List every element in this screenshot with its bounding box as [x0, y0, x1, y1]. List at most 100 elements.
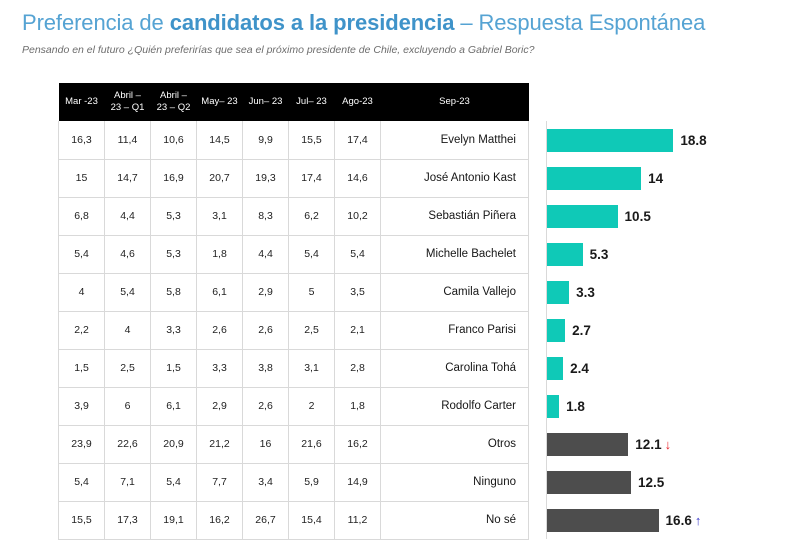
bar	[547, 166, 642, 190]
table-cell-value: 5,4	[288, 235, 335, 274]
table-body: 16,3 11,4 10,6 14,5 9,9 15,5 17,4 Evelyn Matthe…	[58, 121, 529, 540]
table-cell-value: 14,7	[104, 159, 151, 198]
page-subtitle: Pensando en el futuro ¿Quién preferirías…	[22, 44, 535, 56]
table-row: 4 5,4 5,8 6,1 2,9 5 3,5 Camila Vallejo	[58, 273, 529, 312]
bar-axis-line	[546, 121, 547, 539]
table-cell-value: 3,5	[334, 273, 381, 312]
table-cell-value: 3,1	[196, 197, 243, 236]
bar-value-text: 18.8	[680, 132, 707, 148]
table-cell-value: 16,9	[150, 159, 197, 198]
table-cell-value: 15,5	[58, 501, 105, 540]
title-segment-strong: candidatos a la presidencia	[169, 10, 455, 35]
table-cell-value: 14,9	[334, 463, 381, 502]
table-cell-value: 21,6	[288, 425, 335, 464]
table-cell-value: 20,9	[150, 425, 197, 464]
table-cell-value: 20,7	[196, 159, 243, 198]
column-header-6: Jul– 23	[288, 83, 335, 121]
table-cell-value: 11,4	[104, 121, 151, 160]
table-cell-value: 2,6	[242, 387, 289, 426]
bar-value-text: 14	[648, 170, 664, 186]
table-cell-value: 14,5	[196, 121, 243, 160]
bar-chart: 18.8 14 10.5 5.3 3.3 2.7 2.4 1.8 12.1 ↓ 12.5 16.6 ↑	[547, 121, 800, 539]
bar-row: 12.5	[547, 463, 800, 501]
bar-value-text: 3.3	[576, 284, 595, 300]
table-row: 23,9 22,6 20,9 21,2 16 21,6 16,2 Otros	[58, 425, 529, 464]
table-cell-value: 5,4	[58, 463, 105, 502]
bar-value-text: 12.5	[638, 474, 665, 490]
table-cell-value: 5,3	[150, 235, 197, 274]
table-cell-value: 26,7	[242, 501, 289, 540]
title-segment-2: – Respuesta Espontánea	[454, 10, 706, 35]
table-cell-value: 2,2	[58, 311, 105, 350]
table-cell-value: 23,9	[58, 425, 105, 464]
table-cell-value: 19,1	[150, 501, 197, 540]
table-cell-value: 8,3	[242, 197, 289, 236]
bar-row: 12.1 ↓	[547, 425, 800, 463]
table-cell-value: 15	[58, 159, 105, 198]
table-cell-value: 3,1	[288, 349, 335, 388]
arrow-down-icon: ↓	[664, 436, 672, 452]
table-cell-value: 16,3	[58, 121, 105, 160]
table-cell-value: 7,7	[196, 463, 243, 502]
table-row: 5,4 4,6 5,3 1,8 4,4 5,4 5,4 Michelle Bachelet	[58, 235, 529, 274]
table-cell-candidate-name: Carolina Tohá	[380, 349, 529, 388]
table-cell-value: 19,3	[242, 159, 289, 198]
table-cell-value: 5,9	[288, 463, 335, 502]
table-cell-value: 16,2	[196, 501, 243, 540]
table-cell-value: 3,3	[150, 311, 197, 350]
table-cell-value: 3,4	[242, 463, 289, 502]
table-cell-value: 15,4	[288, 501, 335, 540]
table-cell-value: 2,5	[104, 349, 151, 388]
table-cell-value: 5,3	[150, 197, 197, 236]
table-cell-value: 15,5	[288, 121, 335, 160]
bar-value-label: 12.1 ↓	[635, 437, 671, 452]
arrow-up-icon: ↑	[694, 512, 702, 528]
table-cell-value: 4	[104, 311, 151, 350]
table-header: Mar -23 Abril – 23 – Q1 Abril – 23 – Q2 May…	[58, 83, 529, 121]
table-cell-value: 4,4	[242, 235, 289, 274]
bar	[547, 280, 570, 304]
table-cell-value: 6,1	[150, 387, 197, 426]
table-cell-value: 1,5	[58, 349, 105, 388]
bar	[547, 432, 629, 456]
bar-row: 16.6 ↑	[547, 501, 800, 539]
bar-value-text: 1.8	[566, 398, 585, 414]
table-cell-candidate-name: Sebastián Piñera	[380, 197, 529, 236]
bar-row: 10.5	[547, 197, 800, 235]
table-cell-value: 14,6	[334, 159, 381, 198]
table-cell-candidate-name: Franco Parisi	[380, 311, 529, 350]
bar	[547, 318, 566, 342]
table-cell-value: 10,2	[334, 197, 381, 236]
column-header-8: Sep-23	[380, 83, 529, 121]
bar-value-text: 10.5	[624, 208, 651, 224]
column-header-5: Jun– 23	[242, 83, 289, 121]
table-row: 15 14,7 16,9 20,7 19,3 17,4 14,6 José Antonio K…	[58, 159, 529, 198]
bar-row: 2.4	[547, 349, 800, 387]
table-cell-candidate-name: Rodolfo Carter	[380, 387, 529, 426]
table-row: 6,8 4,4 5,3 3,1 8,3 6,2 10,2 Sebastián Piñera	[58, 197, 529, 236]
bar	[547, 242, 583, 266]
data-table: Mar -23 Abril – 23 – Q1 Abril – 23 – Q2 May…	[58, 83, 529, 540]
table-cell-value: 2,8	[334, 349, 381, 388]
table-row: 2,2 4 3,3 2,6 2,6 2,5 2,1 Franco Parisi	[58, 311, 529, 350]
bar-value-label: 18.8	[680, 133, 706, 148]
bar-value-label: 5.3	[590, 247, 609, 262]
table-cell-value: 5,4	[150, 463, 197, 502]
table-cell-candidate-name: Michelle Bachelet	[380, 235, 529, 274]
table-cell-value: 22,6	[104, 425, 151, 464]
column-header-7: Ago-23	[334, 83, 381, 121]
table-cell-value: 2,6	[242, 311, 289, 350]
table-row: 3,9 6 6,1 2,9 2,6 2 1,8 Rodolfo Carter	[58, 387, 529, 426]
column-header-4: May– 23	[196, 83, 243, 121]
bar-value-label: 12.5	[638, 475, 664, 490]
table-cell-value: 21,2	[196, 425, 243, 464]
table-cell-value: 3,8	[242, 349, 289, 388]
table-cell-value: 17,3	[104, 501, 151, 540]
bar-value-text: 2.4	[570, 360, 589, 376]
table-row: 16,3 11,4 10,6 14,5 9,9 15,5 17,4 Evelyn Matthe…	[58, 121, 529, 160]
table-cell-value: 6,8	[58, 197, 105, 236]
table-cell-value: 2	[288, 387, 335, 426]
table-cell-value: 5,4	[334, 235, 381, 274]
bar-value-label: 14	[648, 171, 663, 186]
